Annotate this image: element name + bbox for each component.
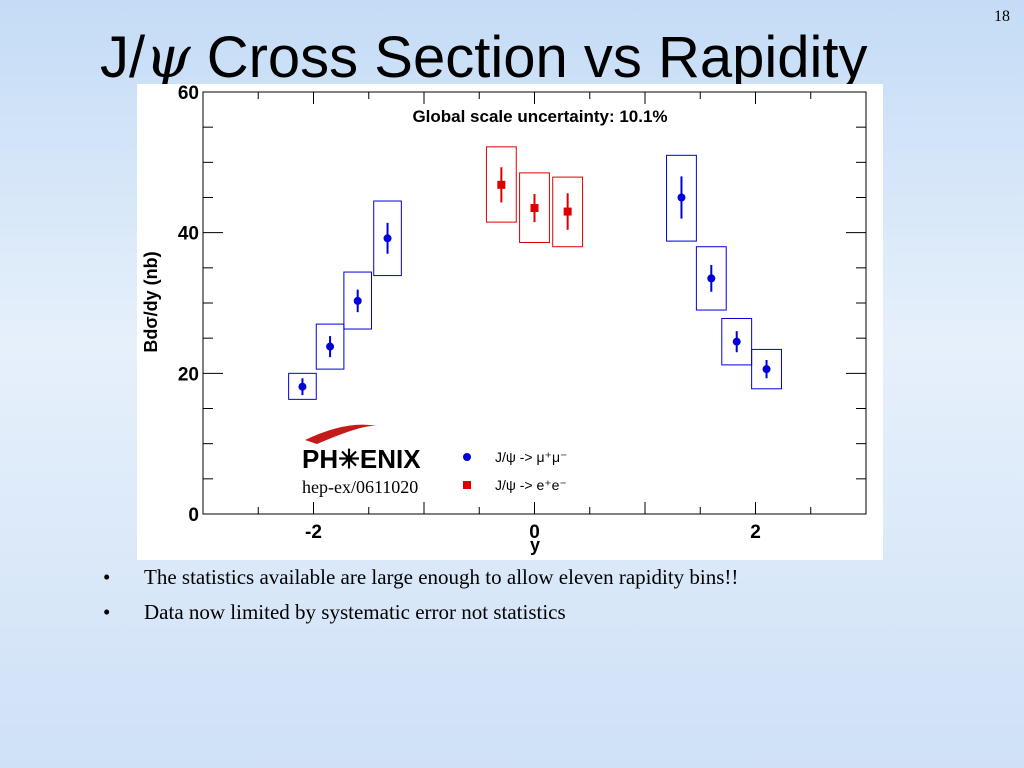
systematic-box [519, 172, 550, 244]
data-point [530, 204, 539, 213]
y-axis-label: Bdσ/dy (nb) [141, 251, 161, 352]
data-point [383, 234, 392, 243]
y-tick-label: 20 [178, 364, 199, 385]
data-point [762, 365, 771, 374]
legend-marker [463, 481, 471, 489]
x-tick-label: -2 [305, 522, 322, 543]
systematic-box [373, 200, 402, 277]
data-point [677, 193, 686, 202]
y-tick-label: 60 [178, 84, 199, 104]
x-tick-label: 0 [529, 522, 540, 543]
chart-panel: -2 0 2 0 20 40 60 Global scale uncertainty: 10… [137, 84, 883, 560]
data-point [497, 180, 506, 189]
bullet-item: The statistics available are large enoug… [100, 562, 738, 597]
title-psi-symbol: ψ [145, 23, 191, 91]
systematic-box [751, 348, 782, 390]
reference-label: hep-ex/0611020 [302, 477, 418, 497]
legend: J/ψ -> μ⁺μ⁻ J/ψ -> e⁺e⁻ [463, 449, 567, 493]
data-point [563, 207, 572, 216]
slide-number: 18 [994, 8, 1010, 25]
legend-label: J/ψ -> μ⁺μ⁻ [495, 449, 567, 465]
legend-label: J/ψ -> e⁺e⁻ [495, 477, 567, 493]
title-suffix: Cross Section vs Rapidity [190, 25, 868, 90]
systematic-box [721, 317, 753, 366]
data-point [732, 337, 741, 346]
systematic-box [666, 154, 697, 242]
legend-marker [463, 453, 471, 461]
y-tick-label: 40 [178, 224, 199, 245]
data-layer [288, 146, 782, 400]
data-point [298, 382, 307, 391]
bullet-list: The statistics available are large enoug… [100, 562, 738, 632]
x-axis-label: y [530, 535, 540, 555]
title-prefix: J/ [100, 25, 146, 90]
logo-wordmark: PH✳ENIX [302, 444, 421, 474]
systematic-box [315, 323, 345, 370]
data-point [707, 274, 716, 283]
systematic-box [695, 246, 727, 311]
systematic-box [343, 271, 373, 330]
data-point [353, 296, 362, 305]
systematic-box [552, 176, 584, 248]
systematic-box [485, 146, 517, 223]
systematic-box [288, 372, 317, 400]
y-tick-label: 0 [188, 505, 199, 526]
slide-title: J/ψ Cross Section vs Rapidity [100, 28, 868, 87]
bullet-item: Data now limited by systematic error not… [100, 597, 738, 632]
logo-arc-icon [305, 424, 377, 444]
phenix-logo: PH✳ENIX [302, 424, 421, 474]
scale-uncertainty-annotation: Global scale uncertainty: 10.1% [412, 107, 667, 126]
data-point [326, 342, 335, 351]
x-tick-label: 2 [750, 522, 761, 543]
